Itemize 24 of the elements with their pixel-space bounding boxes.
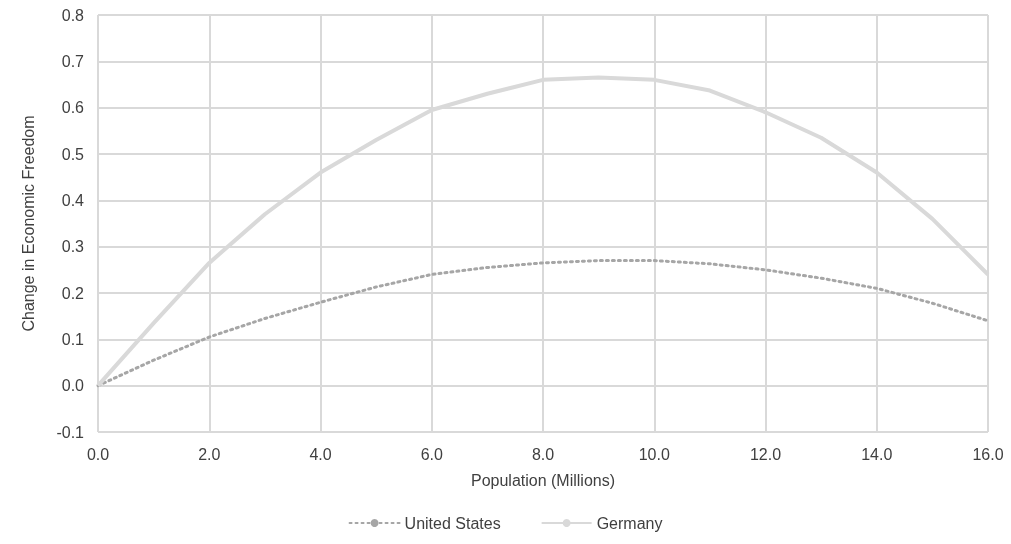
- line-series: [96, 259, 990, 388]
- y-axis-title: Change in Economic Freedom: [19, 115, 37, 332]
- y-tick-label: 0.2: [61, 284, 85, 302]
- y-tick-label: 0.0: [61, 377, 85, 395]
- y-tick-label: 0.4: [61, 191, 85, 209]
- y-tick-label: 0.8: [61, 6, 85, 24]
- y-tick-label: 0.5: [61, 145, 85, 163]
- legend-label: Germany: [596, 514, 663, 532]
- x-tick-label: 6.0: [420, 445, 443, 463]
- y-tick-label: 0.3: [61, 238, 85, 256]
- legend-label: United States: [404, 514, 501, 532]
- y-tick-label: 0.1: [61, 330, 85, 348]
- x-tick-label: 2.0: [198, 445, 221, 463]
- x-axis-title: Population (Millions): [470, 471, 616, 489]
- y-tick-label: -0.1: [56, 423, 85, 441]
- x-tick-label: 4.0: [309, 445, 332, 463]
- x-tick-label: 16.0: [972, 445, 1004, 463]
- x-tick-label: 8.0: [531, 445, 555, 463]
- y-tick-label: 0.7: [61, 52, 85, 70]
- x-tick-label: 0.0: [86, 445, 110, 463]
- x-tick-label: 14.0: [861, 445, 893, 463]
- x-tick-label: 10.0: [638, 445, 670, 463]
- y-tick-label: 0.6: [61, 99, 85, 117]
- x-tick-label: 12.0: [749, 445, 782, 463]
